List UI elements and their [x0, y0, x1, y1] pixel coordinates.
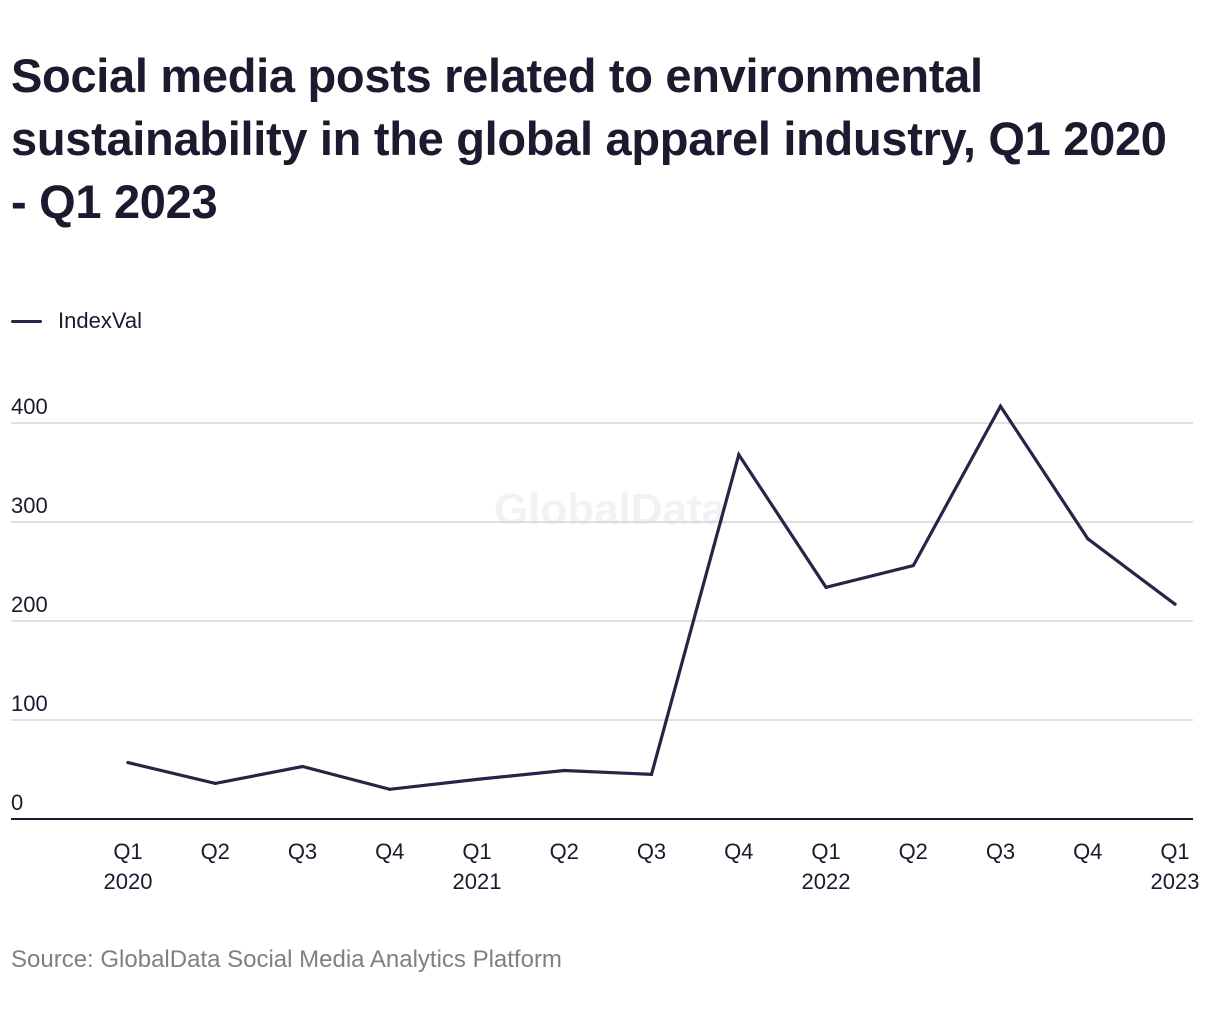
x-tick-year-2021: 2021 [453, 869, 502, 894]
y-tick-label-300: 300 [11, 493, 48, 518]
data-point-10 [998, 404, 1003, 408]
y-tick-label-0: 0 [11, 790, 23, 815]
data-point-8 [824, 585, 828, 589]
y-tick-label-200: 200 [11, 592, 48, 617]
data-point-2 [300, 764, 305, 769]
source-note: Source: GlobalData Social Media Analytic… [11, 946, 562, 973]
x-tick-label-4: Q1 [462, 839, 491, 864]
x-tick-label-2: Q3 [288, 839, 317, 864]
data-point-3 [388, 787, 392, 791]
series-line-indexval [126, 403, 1177, 791]
x-tick-label-6: Q3 [637, 839, 666, 864]
data-point-7 [737, 453, 741, 457]
x-tick-label-0: Q1 [113, 839, 142, 864]
data-point-9 [911, 563, 915, 568]
line-chart: GlobalData 0 100 200 300 400 Q1 2020 Q2 Q3 Q4 Q1 2… [11, 394, 1200, 894]
data-point-4 [475, 777, 479, 781]
watermark: GlobalData [494, 485, 727, 534]
data-point-6 [649, 772, 654, 777]
y-axis-ticks: 0 100 200 300 400 [11, 394, 48, 815]
x-tick-label-11: Q4 [1073, 839, 1102, 864]
x-axis-ticks: Q1 2020 Q2 Q3 Q4 Q1 2021 Q2 Q3 Q4 Q1 2022 Q2 Q3 Q4 Q1 20… [104, 839, 1200, 894]
legend: IndexVal [11, 306, 142, 336]
series-group [126, 403, 1177, 791]
x-tick-label-8: Q1 [811, 839, 840, 864]
x-tick-label-3: Q4 [375, 839, 404, 864]
x-tick-label-1: Q2 [201, 839, 230, 864]
x-tick-year-2023: 2023 [1151, 869, 1200, 894]
x-tick-year-2022: 2022 [802, 869, 851, 894]
x-tick-label-9: Q2 [899, 839, 928, 864]
x-tick-label-7: Q4 [724, 839, 753, 864]
y-tick-label-100: 100 [11, 691, 48, 716]
data-point-5 [562, 768, 566, 773]
x-tick-label-10: Q3 [986, 839, 1015, 864]
x-tick-label-5: Q2 [550, 839, 579, 864]
x-tick-label-12: Q1 [1160, 839, 1189, 864]
data-point-0 [126, 760, 130, 765]
legend-swatch [11, 319, 42, 323]
x-tick-year-2020: 2020 [104, 869, 153, 894]
legend-label: IndexVal [58, 308, 142, 333]
y-tick-label-400: 400 [11, 394, 48, 419]
data-point-12 [1173, 602, 1177, 606]
gridlines [11, 422, 1193, 721]
data-point-11 [1086, 537, 1090, 541]
data-point-1 [213, 781, 217, 785]
chart-title: Social media posts related to environmen… [11, 49, 1167, 228]
